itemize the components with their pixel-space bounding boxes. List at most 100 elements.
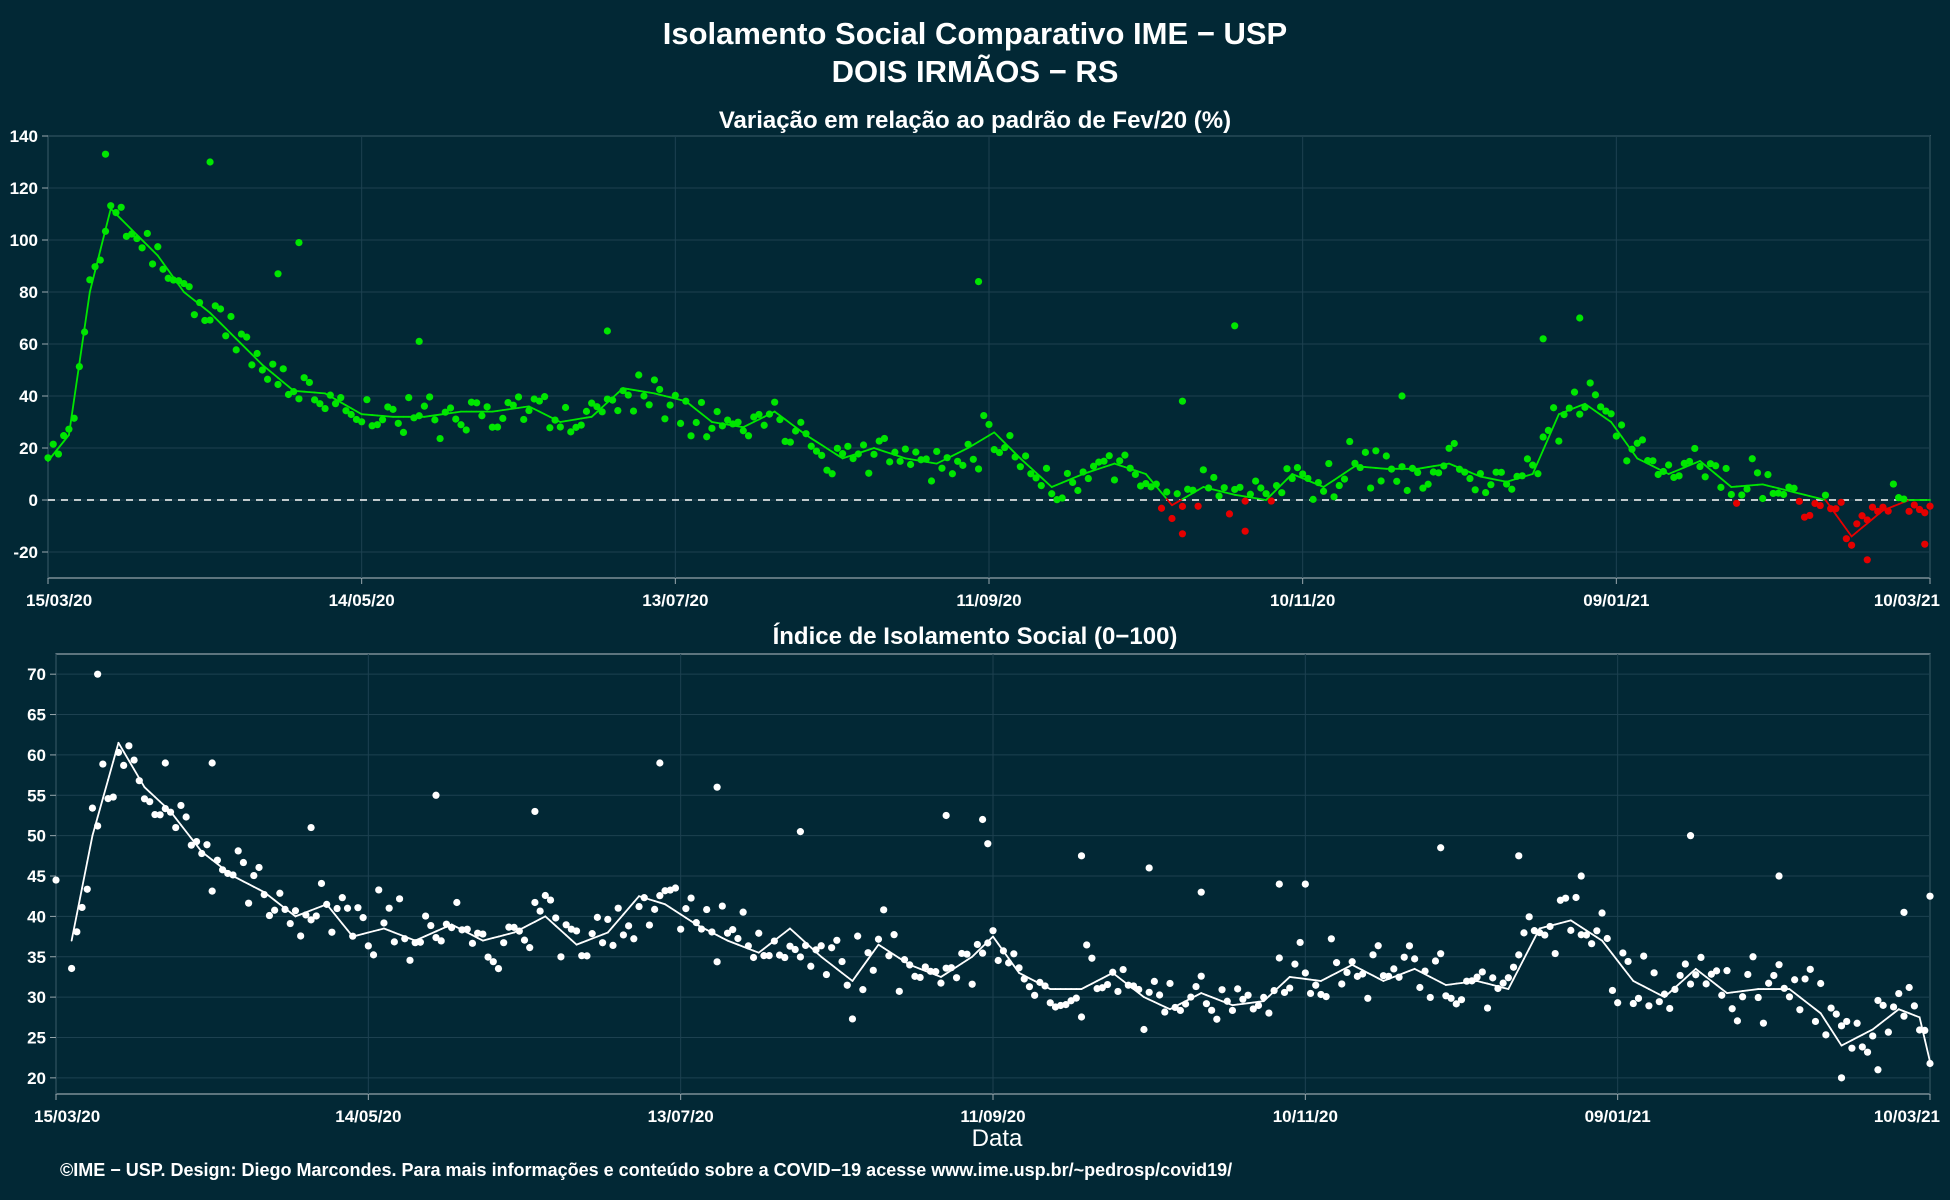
p1-data-point	[744, 432, 753, 440]
p2-data-point	[453, 898, 461, 907]
p2-data-point	[52, 876, 60, 884]
p2-trend-segment	[429, 930, 437, 935]
p2-trend-segment	[534, 918, 542, 923]
p2-trend-segment	[799, 937, 807, 944]
p1-data-point	[520, 415, 528, 424]
p2-data-point	[166, 808, 175, 816]
p1-trend-segment	[1610, 421, 1618, 431]
p2-data-point	[1005, 959, 1013, 967]
p2-data-point	[1822, 1031, 1830, 1039]
p2-trend-segment	[1653, 990, 1661, 996]
p2-data-point	[1046, 999, 1054, 1007]
p2-data-point	[1077, 852, 1086, 860]
p1-data-point	[478, 412, 486, 420]
p1-trend-segment	[156, 254, 164, 264]
p2-data-point	[297, 932, 305, 940]
p1-data-point	[206, 316, 214, 324]
p2-data-point	[583, 952, 591, 960]
p2-trend-segment	[419, 935, 427, 940]
p1-data-point	[133, 234, 141, 243]
p1-data-point	[347, 410, 355, 419]
p1-data-point	[358, 418, 366, 426]
p2-data-point	[1926, 892, 1934, 900]
p1-trend-segment	[1552, 413, 1560, 428]
p1-data-point	[462, 426, 470, 434]
p1-data-point	[1790, 484, 1798, 492]
p2-data-point	[1129, 982, 1138, 990]
p2-trend-segment	[1798, 996, 1806, 1003]
p2-trend-segment	[976, 945, 984, 953]
p1-trend-segment	[151, 249, 159, 257]
p1-data-point	[143, 229, 151, 238]
p1-trend-segment	[62, 434, 70, 443]
p2-trend-segment	[1814, 1008, 1822, 1015]
p2-data-point	[245, 899, 253, 907]
p2-trend-segment	[914, 965, 922, 970]
p1-trend-segment	[1693, 460, 1701, 465]
p2-trend-segment	[820, 955, 828, 962]
p1-data-point	[1016, 463, 1024, 471]
p2-trend-segment	[289, 911, 297, 918]
p2-data-point	[1775, 872, 1783, 880]
p1-trend-segment	[1699, 460, 1707, 467]
p2-data-point	[578, 952, 586, 960]
p1-data-point	[1220, 484, 1228, 492]
p2-data-point	[1150, 977, 1158, 986]
p2-data-point	[349, 932, 357, 940]
p1-data-point	[112, 208, 120, 217]
p1-trend-segment	[1291, 473, 1299, 478]
p2-data-point	[1098, 984, 1106, 992]
p1-data-point	[1649, 457, 1657, 465]
p1-x-tick-label: 09/01/21	[1583, 591, 1649, 610]
p2-y-tick-label: 55	[27, 786, 46, 805]
p2-data-point	[484, 953, 492, 961]
p1-data-point	[1011, 453, 1019, 461]
p2-trend-segment	[70, 913, 78, 942]
p2-data-point	[1437, 844, 1445, 852]
p1-trend-segment	[1709, 468, 1717, 475]
p1-data-point	[1591, 391, 1600, 399]
p2-data-point	[250, 871, 258, 880]
p2-trend-segment	[716, 934, 724, 939]
p2-trend-segment	[1512, 967, 1520, 980]
p1-data-point	[828, 470, 836, 478]
p2-data-point	[526, 944, 534, 952]
p2-data-point	[942, 964, 950, 972]
p2-data-point	[1015, 964, 1023, 972]
p2-data-point	[1749, 953, 1757, 961]
p2-data-point	[1603, 934, 1611, 943]
p1-trend-segment	[1092, 467, 1100, 472]
p2-data-point	[1306, 989, 1315, 998]
p2-data-point	[1525, 913, 1533, 921]
p1-data-point	[974, 465, 983, 473]
p1-trend-segment	[1056, 481, 1064, 486]
p2-data-point	[1796, 1006, 1804, 1014]
p2-data-point	[656, 759, 664, 767]
p2-trend-segment	[549, 920, 557, 927]
p1-data-point	[823, 466, 831, 474]
p2-trend-segment	[1163, 1005, 1171, 1011]
p2-data-point	[172, 823, 180, 832]
p2-data-point	[151, 810, 159, 819]
p1-data-point	[1513, 472, 1521, 480]
p1-data-point	[232, 346, 240, 354]
p1-data-point	[1769, 489, 1777, 498]
p2-data-point	[1515, 852, 1523, 860]
p1-trend-segment	[700, 412, 708, 419]
p2-trend-segment	[861, 958, 869, 968]
p2-trend-segment	[835, 967, 843, 974]
p1-trend-segment	[1113, 462, 1121, 467]
p1-data-point	[1225, 510, 1234, 518]
p1-data-point	[833, 444, 841, 452]
p2-data-point	[1265, 1009, 1273, 1017]
p1-trend-segment	[1469, 471, 1477, 476]
p1-data-point	[1576, 314, 1584, 322]
p1-data-point	[1361, 448, 1369, 456]
p1-data-point	[1529, 461, 1537, 469]
p2-data-point	[271, 906, 279, 914]
p2-trend-segment	[617, 913, 625, 922]
p2-data-point	[1234, 985, 1242, 993]
p2-trend-segment	[1835, 1036, 1843, 1047]
p1-trend-segment	[1144, 473, 1152, 482]
p2-data-point	[546, 896, 555, 904]
